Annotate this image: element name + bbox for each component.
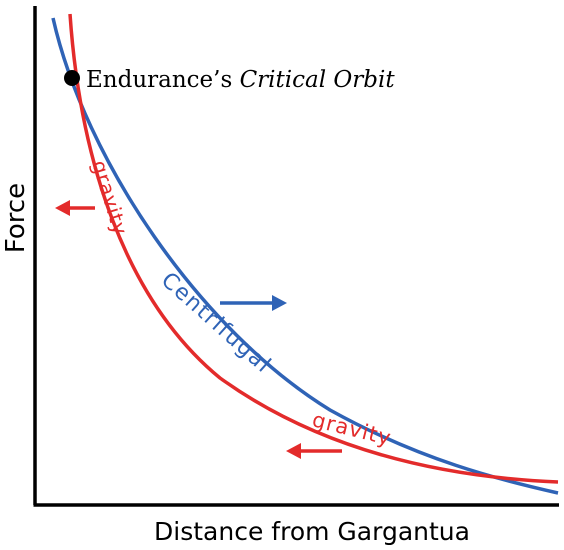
gravity-arrow-lower: [286, 443, 342, 459]
x-axis-label: Distance from Gargantua: [154, 517, 470, 546]
critical-orbit-label: Endurance’s Critical Orbit: [86, 67, 395, 93]
centrifugal-arrow: [220, 295, 287, 311]
gravity-curve: [68, 13, 559, 484]
y-axis-label: Force: [1, 183, 31, 253]
gravity-label-upper: gravity: [87, 157, 133, 238]
centrifugal-curve: [51, 17, 559, 495]
centrifugal-label: Centrifugal: [156, 268, 276, 379]
critical-orbit-point: [64, 70, 80, 86]
gravity-arrow-upper: [55, 200, 95, 216]
